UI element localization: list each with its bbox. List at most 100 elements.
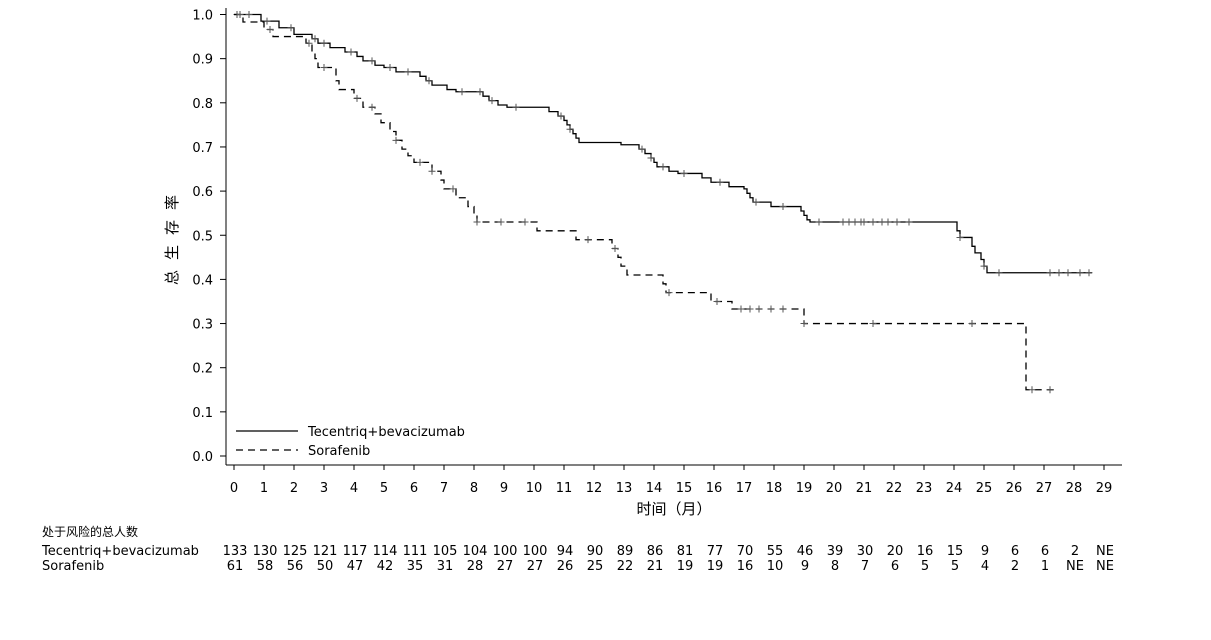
censor-mark-sorafenib	[497, 218, 505, 226]
censor-mark-sorafenib	[305, 39, 313, 47]
risk-value-sorafenib: 26	[557, 559, 574, 574]
censor-mark-tecentriq	[659, 163, 667, 171]
risk-value-tecentriq: 81	[677, 544, 694, 559]
risk-value-sorafenib: 35	[407, 559, 424, 574]
censor-mark-sorafenib	[665, 289, 673, 297]
censor-mark-sorafenib	[611, 244, 619, 252]
censor-mark-sorafenib	[746, 305, 754, 313]
x-tick-label: 21	[856, 481, 873, 496]
risk-value-tecentriq: 86	[647, 544, 664, 559]
risk-value-sorafenib: 19	[677, 559, 694, 574]
censor-mark-tecentriq	[779, 203, 787, 211]
risk-value-sorafenib: 5	[921, 559, 929, 574]
y-tick-label: 0.1	[192, 406, 213, 421]
censor-mark-tecentriq	[368, 57, 376, 65]
x-tick-label: 15	[676, 481, 693, 496]
censor-mark-sorafenib	[428, 167, 436, 175]
risk-value-sorafenib: 19	[707, 559, 724, 574]
x-tick-label: 27	[1036, 481, 1053, 496]
censor-mark-tecentriq	[566, 125, 574, 133]
axes: 0 1 2 3 4 5 6 7 8 9 10 11 12 13 14 15 16 17 18 19 20 21 22 23 24…	[192, 8, 1122, 496]
x-tick-label: 23	[916, 481, 933, 496]
risk-value-sorafenib: 61	[227, 559, 244, 574]
risk-value-sorafenib: 56	[287, 559, 304, 574]
x-tick-label: 22	[886, 481, 903, 496]
x-tick-label: 5	[380, 481, 388, 496]
censor-mark-tecentriq	[287, 24, 295, 32]
risk-value-sorafenib: 21	[647, 559, 664, 574]
risk-value-tecentriq: NE	[1096, 544, 1114, 559]
censor-mark-tecentriq	[1085, 269, 1093, 277]
censor-mark-tecentriq	[956, 233, 964, 241]
censor-mark-sorafenib	[1046, 386, 1054, 394]
risk-value-sorafenib: 31	[437, 559, 454, 574]
censor-mark-tecentriq	[512, 103, 520, 111]
risk-value-sorafenib: 28	[467, 559, 484, 574]
censor-mark-sorafenib	[320, 63, 328, 71]
risk-value-tecentriq: 20	[887, 544, 904, 559]
x-tick-label: 18	[766, 481, 783, 496]
censor-mark-tecentriq	[878, 218, 886, 226]
risk-value-sorafenib: 8	[831, 559, 839, 574]
y-tick-label: 0.3	[192, 318, 213, 333]
x-tick-label: 9	[500, 481, 508, 496]
censor-mark-tecentriq	[860, 218, 868, 226]
censor-mark-tecentriq	[980, 262, 988, 270]
series-layer	[233, 11, 1093, 394]
censor-mark-sorafenib	[392, 136, 400, 144]
censor-mark-tecentriq	[1076, 269, 1084, 277]
x-axis-label: 时间（月）	[636, 500, 711, 518]
y-tick-label: 0.6	[192, 185, 213, 200]
risk-value-sorafenib: NE	[1096, 559, 1114, 574]
x-tick-label: 3	[320, 481, 328, 496]
legend-label-sorafenib: Sorafenib	[308, 444, 370, 459]
y-tick-label: 0.2	[192, 362, 213, 377]
risk-value-sorafenib: 9	[801, 559, 809, 574]
censor-mark-tecentriq	[845, 218, 853, 226]
censor-mark-sorafenib	[869, 320, 877, 328]
censor-mark-tecentriq	[1064, 269, 1072, 277]
risk-value-sorafenib: 47	[347, 559, 364, 574]
risk-table-header: 处于风险的总人数	[42, 524, 138, 539]
risk-value-tecentriq: 114	[373, 544, 398, 559]
risk-row-label-sorafenib: Sorafenib	[42, 559, 104, 574]
x-tick-label: 8	[470, 481, 478, 496]
censor-mark-sorafenib	[416, 158, 424, 166]
y-axis-label: 总生存率	[163, 185, 181, 285]
risk-value-tecentriq: 105	[433, 544, 458, 559]
x-tick-label: 6	[410, 481, 418, 496]
censor-mark-sorafenib	[800, 320, 808, 328]
risk-value-tecentriq: 130	[253, 544, 278, 559]
censor-mark-sorafenib	[779, 305, 787, 313]
risk-value-tecentriq: 117	[343, 544, 368, 559]
x-tick-label: 16	[706, 481, 723, 496]
risk-value-tecentriq: 111	[403, 544, 428, 559]
risk-value-tecentriq: 77	[707, 544, 724, 559]
censor-mark-tecentriq	[716, 178, 724, 186]
series-line-sorafenib	[234, 13, 1056, 391]
y-tick-label: 0.8	[192, 97, 213, 112]
risk-value-tecentriq: 125	[283, 544, 308, 559]
censor-mark-sorafenib	[1028, 386, 1036, 394]
x-tick-label: 4	[350, 481, 358, 496]
y-tick-label: 0.4	[192, 273, 213, 288]
risk-value-tecentriq: 100	[493, 544, 518, 559]
censor-mark-sorafenib	[713, 297, 721, 305]
x-tick-label: 20	[826, 481, 843, 496]
risk-value-sorafenib: 2	[1011, 559, 1019, 574]
censor-mark-tecentriq	[488, 97, 496, 105]
legend: Tecentriq+bevacizumab Sorafenib	[236, 425, 465, 459]
x-tick-label: 19	[796, 481, 813, 496]
censor-mark-sorafenib	[584, 236, 592, 244]
x-tick-label: 29	[1096, 481, 1113, 496]
censor-mark-tecentriq	[647, 154, 655, 162]
risk-value-tecentriq: 2	[1071, 544, 1079, 559]
risk-value-tecentriq: 6	[1011, 544, 1019, 559]
censor-mark-tecentriq	[905, 218, 913, 226]
risk-value-tecentriq: 90	[587, 544, 604, 559]
censor-mark-tecentriq	[476, 88, 484, 96]
censor-mark-tecentriq	[386, 63, 394, 71]
risk-value-tecentriq: 16	[917, 544, 934, 559]
x-tick-label: 12	[586, 481, 603, 496]
